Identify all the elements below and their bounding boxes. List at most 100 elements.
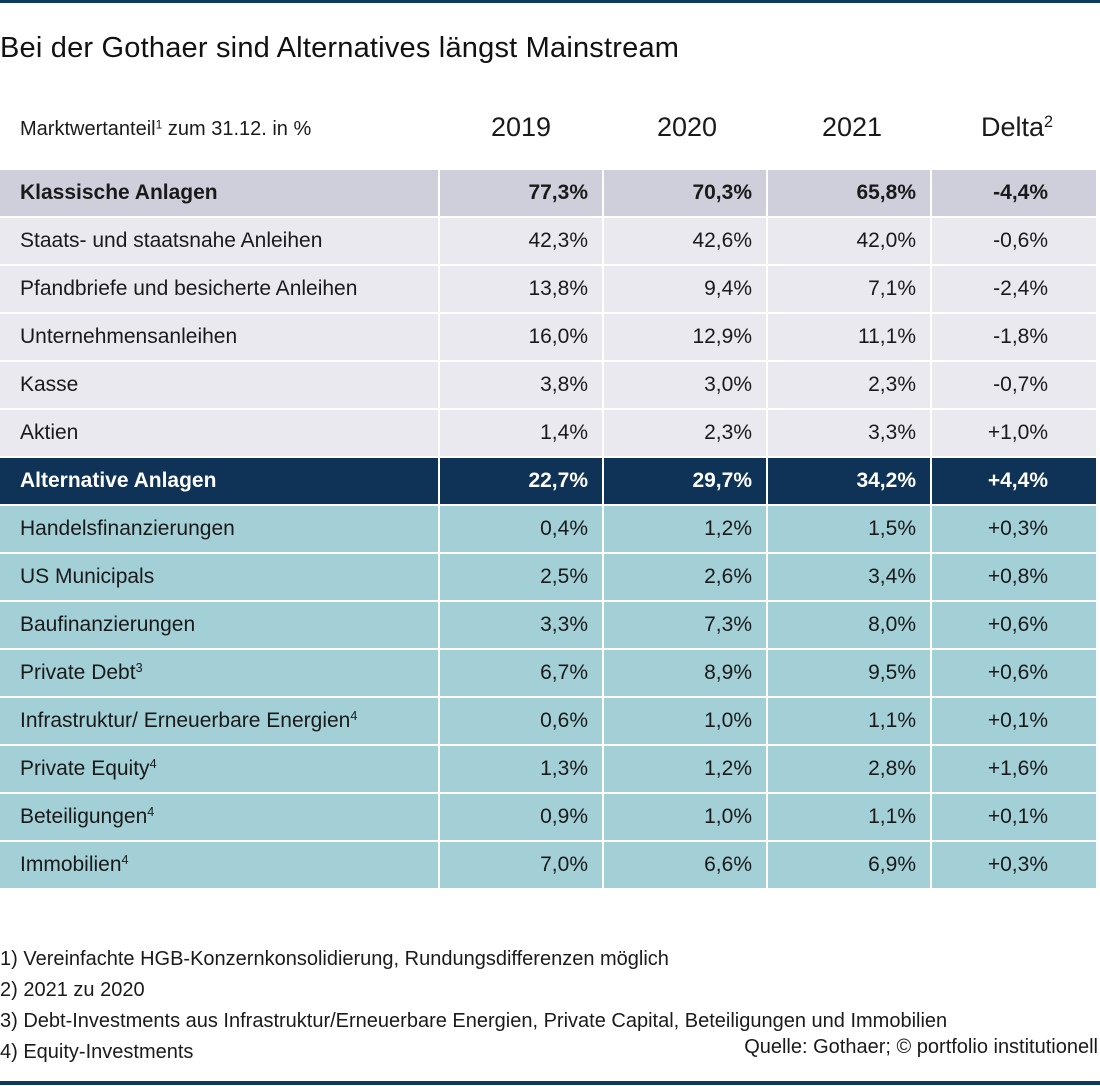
row-name-sup: 4 — [149, 757, 157, 772]
cell-delta-text: -4,4% — [993, 181, 1048, 204]
cell-2021-text: 1,1% — [868, 709, 916, 732]
cell-2019: 1,4% — [440, 410, 602, 456]
row-name-text: Staats- und staatsnahe Anleihen — [20, 229, 323, 252]
cell-2020: 42,6% — [604, 218, 766, 264]
row-name-sup: 4 — [350, 709, 358, 724]
table-row: Aktien 1,4% 2,3% 3,3% +1,0% — [0, 410, 1096, 456]
row-name-text: Infrastruktur/ Erneuerbare Energien — [20, 709, 351, 732]
cell-delta-text: +4,4% — [987, 469, 1048, 492]
cell-delta: -0,7% — [932, 362, 1096, 408]
row-name: Aktien — [0, 410, 438, 456]
cell-delta-text: +1,0% — [987, 421, 1048, 444]
cell-2021: 65,8% — [768, 170, 930, 216]
cell-2019: 2,5% — [440, 554, 602, 600]
footnote-1: 1) Vereinfachte HGB-Konzernkonsolidierun… — [0, 948, 669, 970]
cell-2020: 2,6% — [604, 554, 766, 600]
row-name: Alternative Anlagen — [0, 458, 438, 504]
cell-2019-text: 3,3% — [540, 613, 588, 636]
cell-delta: +0,6% — [932, 602, 1096, 648]
table-row: Pfandbriefe und besicherte Anleihen 13,8%… — [0, 266, 1096, 312]
cell-delta: +1,0% — [932, 410, 1096, 456]
cell-2019: 16,0% — [440, 314, 602, 360]
cell-2021-text: 7,1% — [868, 277, 916, 300]
cell-2020-text: 7,3% — [704, 613, 752, 636]
row-name-sup: 3 — [135, 661, 143, 676]
row-name-text: Private Debt — [20, 661, 136, 684]
cell-2019: 0,6% — [440, 698, 602, 744]
cell-2020: 2,3% — [604, 410, 766, 456]
cell-2021-text: 42,0% — [856, 229, 916, 252]
cell-2021-text: 2,3% — [868, 373, 916, 396]
row-name: Immobilien4 — [0, 842, 438, 888]
cell-2021: 1,5% — [768, 506, 930, 552]
cell-2020: 29,7% — [604, 458, 766, 504]
cell-2021: 3,3% — [768, 410, 930, 456]
cell-2019-text: 7,0% — [540, 853, 588, 876]
cell-2019-text: 0,6% — [540, 709, 588, 732]
cell-2019-text: 77,3% — [528, 181, 588, 204]
row-name-text: Beteiligungen — [20, 805, 148, 828]
table-row: Private Equity4 1,3% 1,2% 2,8% +1,6% — [0, 746, 1096, 792]
cell-2019: 22,7% — [440, 458, 602, 504]
cell-delta: +0,1% — [932, 698, 1096, 744]
cell-2020-text: 9,4% — [704, 277, 752, 300]
row-name: Baufinanzierungen — [0, 602, 438, 648]
header-label-sup: 1 — [155, 117, 163, 132]
cell-delta-text: -0,6% — [993, 229, 1048, 252]
row-name-text: Unternehmensanleihen — [20, 325, 238, 348]
row-name-text: US Municipals — [20, 565, 155, 588]
cell-delta-text: +0,6% — [987, 661, 1048, 684]
row-name-text: Handelsfinanzierungen — [20, 517, 235, 540]
header-year-2020: 2020 — [656, 112, 718, 142]
cell-2021: 34,2% — [768, 458, 930, 504]
cell-2019-text: 3,8% — [540, 373, 588, 396]
row-name-text: Alternative Anlagen — [20, 469, 217, 492]
cell-delta-text: +0,3% — [987, 517, 1048, 540]
table-row: Baufinanzierungen 3,3% 7,3% 8,0% +0,6% — [0, 602, 1096, 648]
cell-2020: 9,4% — [604, 266, 766, 312]
row-name: Pfandbriefe und besicherte Anleihen — [0, 266, 438, 312]
cell-delta: +0,3% — [932, 842, 1096, 888]
cell-delta: -1,8% — [932, 314, 1096, 360]
footnote-2: 2) 2021 zu 2020 — [0, 979, 145, 1001]
row-name: Klassische Anlagen — [0, 170, 438, 216]
cell-2020: 12,9% — [604, 314, 766, 360]
table-header: Marktwertanteil1 zum 31.12. in % 2019 20… — [0, 100, 1100, 160]
cell-2019: 1,3% — [440, 746, 602, 792]
footnotes: 1) Vereinfachte HGB-Konzernkonsolidierun… — [0, 944, 1100, 1068]
row-name: Private Debt3 — [0, 650, 438, 696]
row-name-sup: 4 — [121, 853, 129, 868]
table-row: Handelsfinanzierungen 0,4% 1,2% 1,5% +0,3% — [0, 506, 1096, 552]
cell-2021: 9,5% — [768, 650, 930, 696]
header-label: Marktwertanteil1 zum 31.12. in % — [20, 118, 311, 141]
footnote-3: 3) Debt-Investments aus Infrastruktur/Er… — [0, 1010, 948, 1032]
cell-2021: 6,9% — [768, 842, 930, 888]
allocation-table: Klassische Anlagen 77,3% 70,3% 65,8% -4,4% St… — [0, 168, 1098, 890]
cell-delta: +0,1% — [932, 794, 1096, 840]
cell-2021: 1,1% — [768, 698, 930, 744]
cell-2019: 42,3% — [440, 218, 602, 264]
cell-2019-text: 6,7% — [540, 661, 588, 684]
row-name: US Municipals — [0, 554, 438, 600]
cell-2020-text: 42,6% — [692, 229, 752, 252]
cell-2020: 1,0% — [604, 698, 766, 744]
row-name-text: Private Equity — [20, 757, 150, 780]
cell-2020-text: 1,0% — [704, 805, 752, 828]
table-row: Unternehmensanleihen 16,0% 12,9% 11,1% -1,8% — [0, 314, 1096, 360]
footnote-4: 4) Equity-Investments — [0, 1041, 194, 1063]
row-name: Unternehmensanleihen — [0, 314, 438, 360]
cell-2021-text: 8,0% — [868, 613, 916, 636]
header-label-suffix: zum 31.12. in % — [162, 118, 312, 140]
cell-2021-text: 65,8% — [856, 181, 916, 204]
cell-2020-text: 2,3% — [704, 421, 752, 444]
cell-2021-text: 6,9% — [868, 853, 916, 876]
cell-2019-text: 1,3% — [540, 757, 588, 780]
header-delta-text: Delta — [980, 112, 1044, 142]
cell-delta: +0,3% — [932, 506, 1096, 552]
cell-delta: +0,6% — [932, 650, 1096, 696]
cell-2020: 1,0% — [604, 794, 766, 840]
row-name: Handelsfinanzierungen — [0, 506, 438, 552]
cell-2020-text: 8,9% — [704, 661, 752, 684]
table-group-row: Alternative Anlagen 22,7% 29,7% 34,2% +4,4% — [0, 458, 1096, 504]
row-name-text: Immobilien — [20, 853, 122, 876]
